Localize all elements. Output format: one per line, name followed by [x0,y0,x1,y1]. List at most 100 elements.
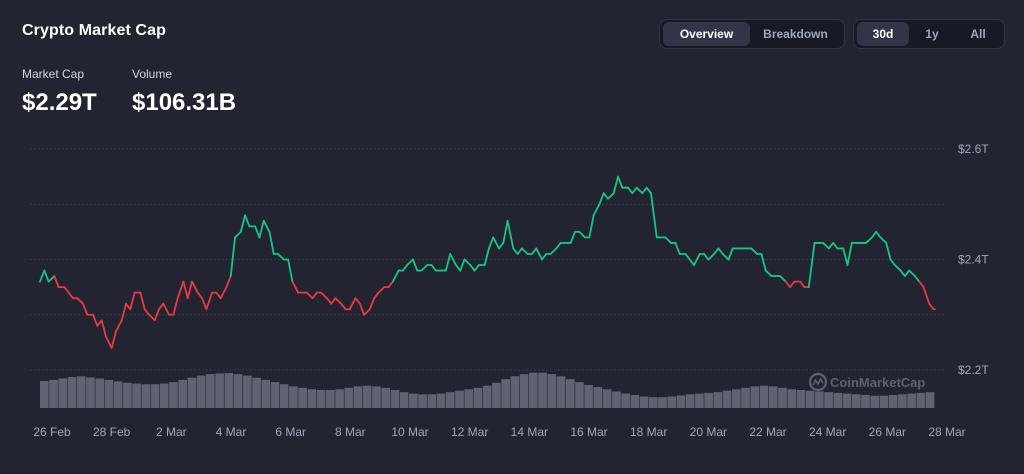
line-segment [368,297,376,311]
line-segment [47,275,56,283]
line-segment [258,219,265,239]
line-segment [387,280,394,289]
range-1y[interactable]: 1y [925,27,939,41]
volume-bar [750,386,760,408]
volume-bar [233,374,243,408]
line-segment [684,253,691,261]
line-segment [391,269,400,283]
line-segment [914,275,921,283]
volume-bar [141,384,151,408]
line-segment [693,253,701,266]
line-segment [822,242,830,250]
volume-bar [492,382,501,408]
tab-breakdown[interactable]: Breakdown [763,27,828,41]
volume-bar [362,385,372,408]
volume-bar [898,394,907,408]
volume-bar [704,392,713,408]
volume-bar [501,379,510,408]
volume-bar [86,377,95,408]
y-axis-ticks: $2.2T $2.4T $2.6T [958,142,989,377]
line-segment [799,280,806,289]
watermark-text: CoinMarketCap [830,375,925,390]
line-segment [455,264,462,272]
line-segment [420,264,429,272]
volume-bar [547,374,557,408]
line-segment [254,225,261,239]
volume-bar [335,389,344,408]
volume-bar [695,393,704,408]
volume-bar [787,389,796,408]
line-segment [469,264,476,272]
tab-overview[interactable]: Overview [663,22,751,46]
volume-bar [196,375,206,408]
line-segment [879,236,888,244]
x-tick-label: 24 Mar [809,425,846,439]
range-all[interactable]: All [970,27,986,41]
line-segment [569,230,576,244]
x-tick-label: 10 Mar [391,425,428,439]
line-segment [612,175,619,195]
volume-bar [732,389,741,408]
line-segment [784,280,792,289]
volume-bar [150,384,160,408]
volume-bar [815,391,824,408]
line-segment [110,330,117,349]
line-segment [641,186,648,195]
volume-bar [796,390,806,408]
line-segment [707,253,716,261]
line-segment [908,269,916,277]
line-segment [445,253,452,272]
line-segment [498,242,505,250]
volume-bar [667,396,677,408]
line-segment [842,247,849,266]
line-segment [305,291,314,300]
line-segment [645,186,652,195]
line-segment [631,186,638,195]
line-segment [789,280,796,289]
volume-bar [833,392,843,408]
line-segment [311,291,318,300]
volume-bar [298,387,307,408]
volume-bar [676,395,686,408]
line-segment [373,291,380,300]
line-segment [703,253,710,261]
volume-bar [445,392,455,408]
line-segment [674,242,681,255]
volume-bar [307,389,317,408]
coinmarketcap-logo-mark [812,377,824,386]
line-segment [63,286,70,294]
volume-bar [870,395,880,408]
line-segment [377,286,386,294]
x-tick-label: 4 Mar [216,425,247,439]
volume-bar [279,384,289,408]
range-30d[interactable]: 30d [857,22,909,46]
line-segment [602,192,609,200]
line-segment [191,280,199,294]
line-segment [598,192,605,206]
line-segment [219,286,228,300]
line-segment [125,302,132,311]
line-segment [512,247,519,255]
line-segment [555,242,562,250]
x-tick-label: 16 Mar [570,425,607,439]
volume-bar [58,378,68,408]
line-segment [158,302,165,311]
volume-bar [353,386,363,408]
line-segment [502,219,509,244]
x-tick-label: 26 Mar [869,425,906,439]
volume-bar [759,385,769,408]
volume-bar [824,392,833,408]
line-segment [53,275,60,289]
volume-value: $106.31B [132,89,237,116]
volume-bar [482,385,492,408]
line-segment [865,236,873,244]
volume-bar [381,387,391,408]
line-segment [363,308,371,316]
x-axis-ticks: 26 Feb 28 Feb 2 Mar 4 Mar 6 Mar 8 Mar 10 Mar 12… [33,425,965,439]
volume-bar [159,383,169,408]
volume-bar [252,377,261,408]
line-segment [473,264,480,272]
volume-bar [40,381,49,408]
line-segment [875,230,882,239]
market-cap-line [39,175,936,349]
